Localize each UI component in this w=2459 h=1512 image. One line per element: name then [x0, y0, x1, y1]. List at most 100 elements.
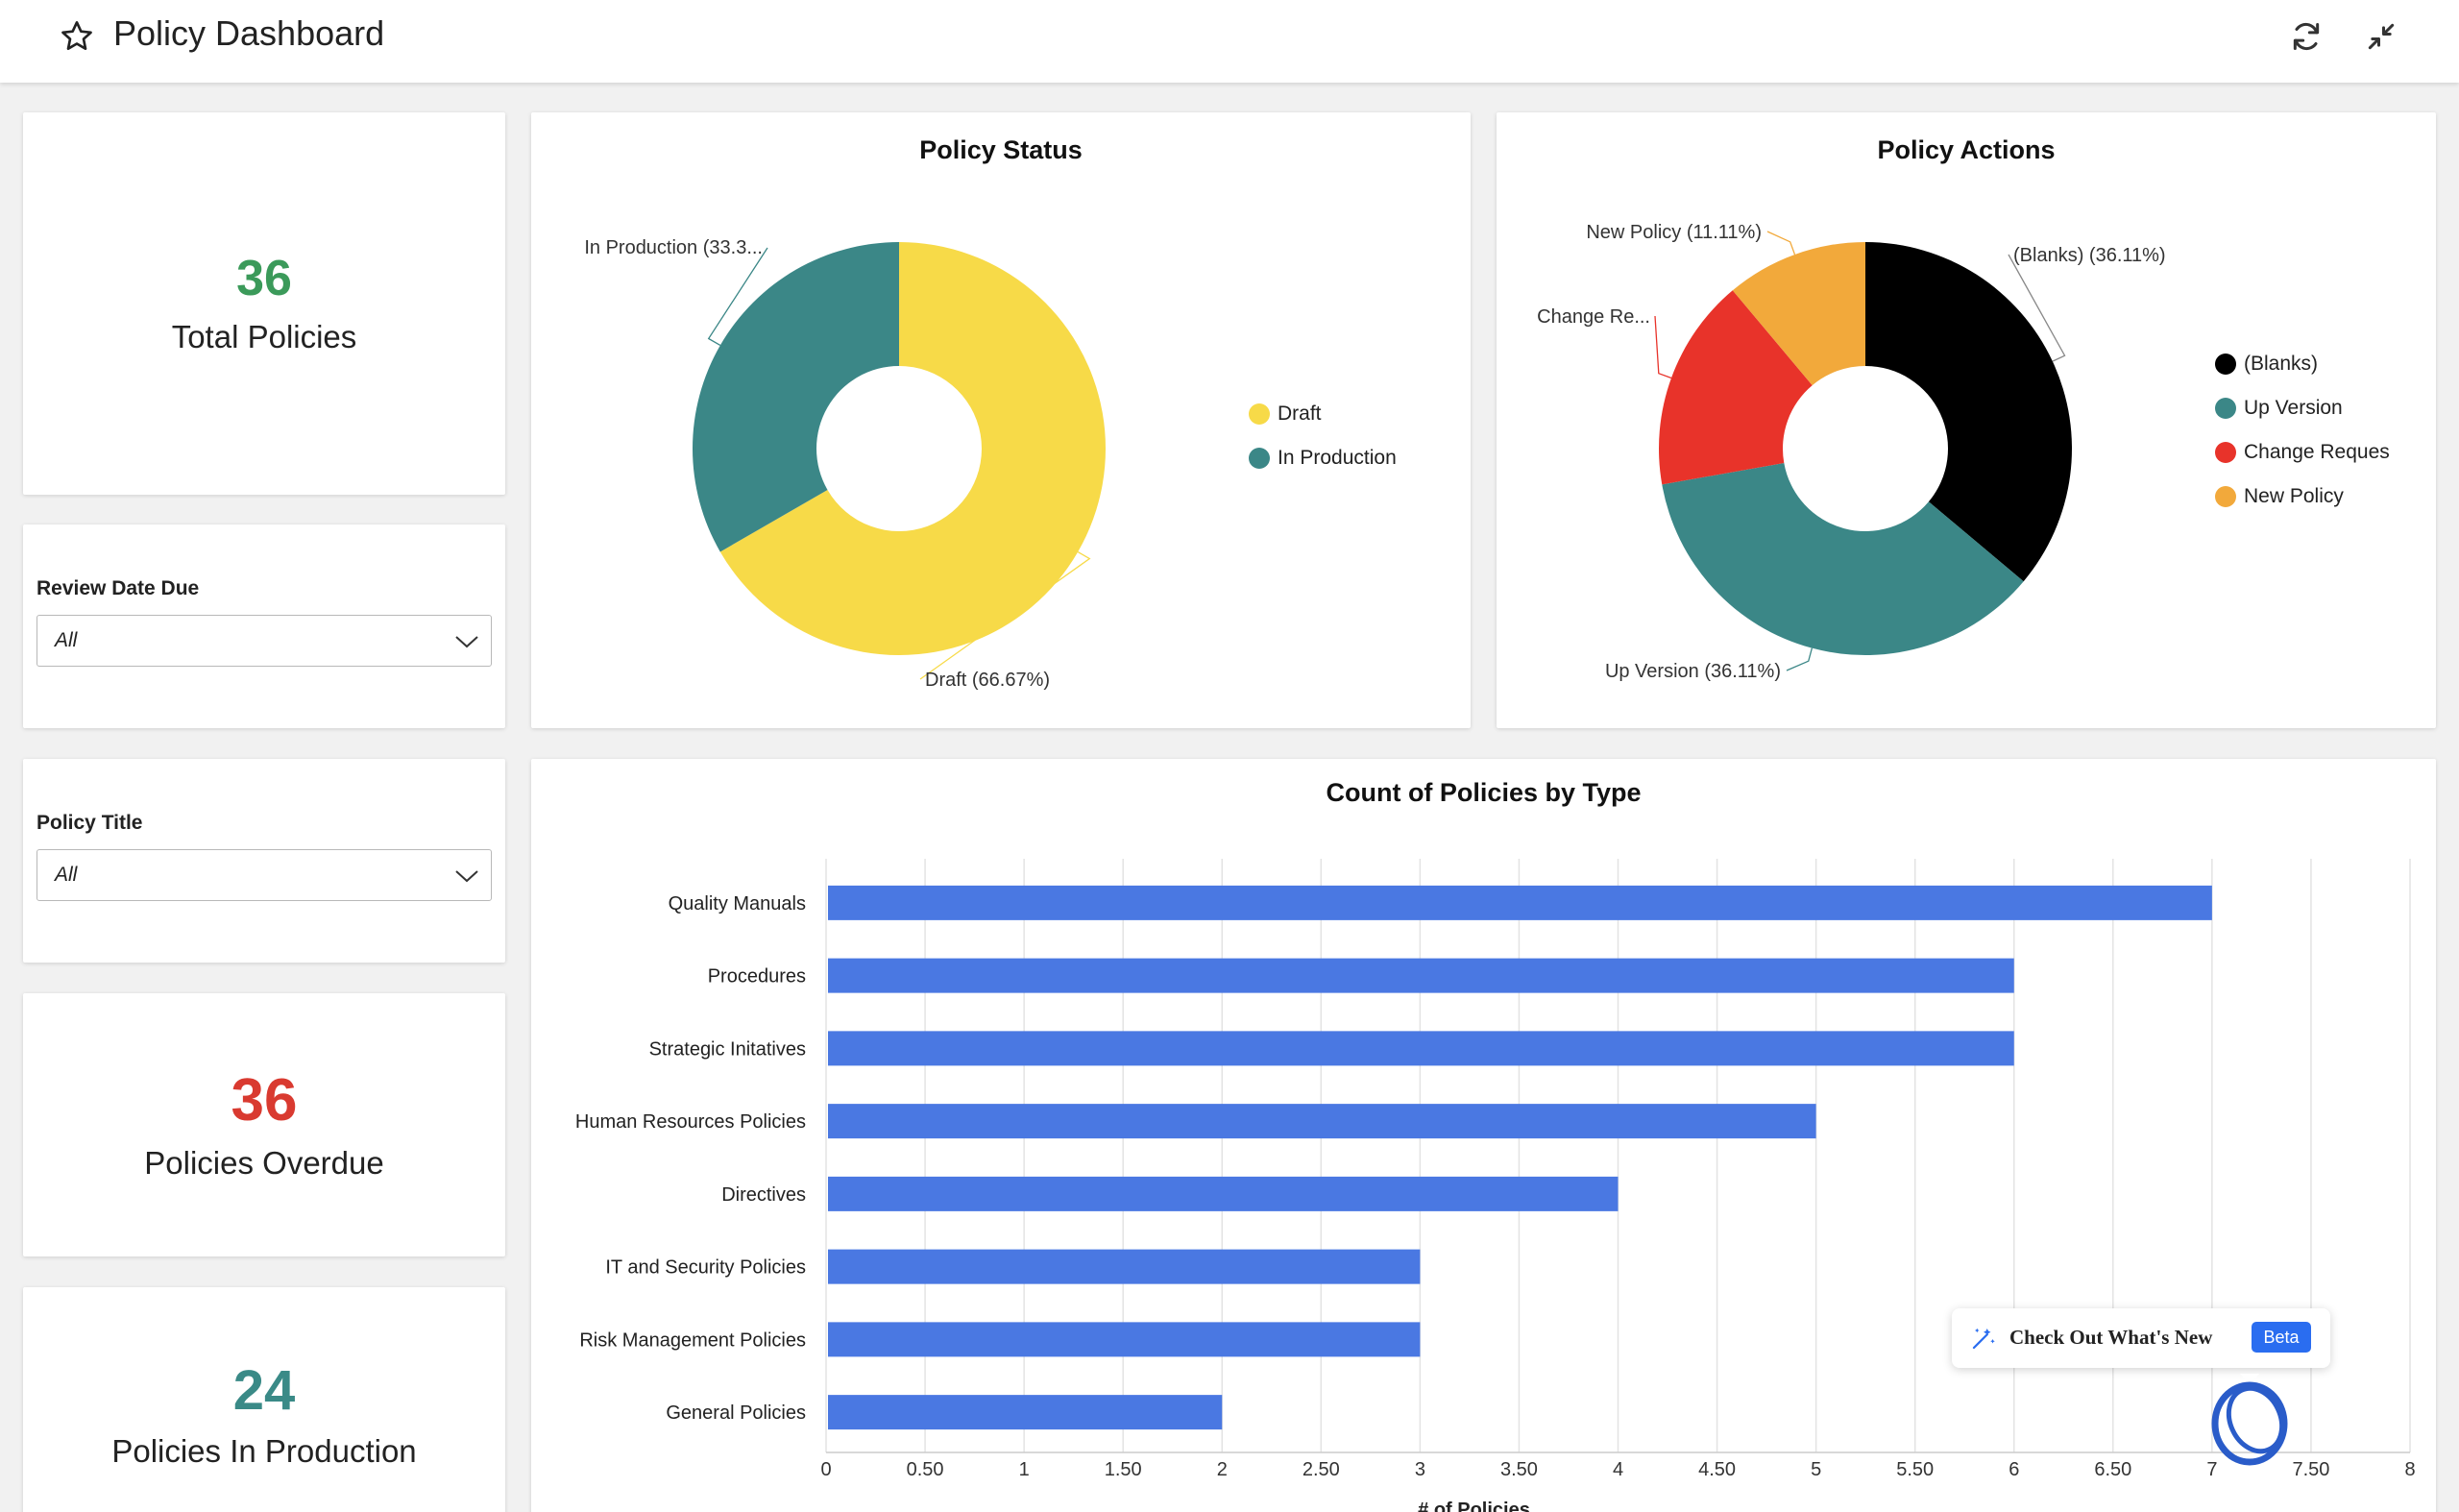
legend-item-change-request[interactable]: Change Reques [2215, 441, 2390, 464]
x-tick-label: 3.50 [1500, 1459, 1538, 1480]
slice-up-version[interactable] [1662, 462, 2024, 656]
x-tick-label: 7.50 [2292, 1459, 2329, 1480]
leader-line [2008, 254, 2066, 362]
policy-actions-title: Policy Actions [1877, 135, 2056, 164]
x-tick-label: 1.50 [1105, 1459, 1142, 1480]
leader-line [1654, 315, 1672, 379]
policies-by-type-card: Count of Policies by Type 0 0.50 1 1.50 2 2.5… [531, 759, 2436, 1512]
legend-item-in-production[interactable]: In Production [1249, 447, 1397, 470]
legend-label: Change Reques [2244, 441, 2390, 463]
legend-dot [1249, 448, 1270, 469]
policy-title-filter-card: Policy Title All [23, 759, 505, 963]
page-title: Policy Dashboard [113, 13, 385, 53]
policy-title-label: Policy Title [37, 812, 143, 834]
whats-new-popup[interactable]: Check Out What's New Beta [1952, 1308, 2330, 1368]
refresh-icon[interactable] [2287, 17, 2325, 56]
assistant-launcher-icon[interactable] [2203, 1368, 2296, 1474]
review-date-value: All [55, 629, 78, 651]
callout-new-policy: New Policy (11.11%) [1586, 222, 1762, 243]
leader-line [919, 550, 1091, 680]
legend-dot [1249, 403, 1270, 425]
policies-in-production-value: 24 [232, 1359, 296, 1422]
bar[interactable] [828, 1322, 1421, 1357]
legend-item-up-version[interactable]: Up Version [2215, 397, 2343, 420]
policies-in-production-label: Policies In Production [111, 1432, 417, 1469]
callout-draft: Draft (66.67%) [925, 670, 1050, 691]
legend-item-blanks[interactable]: (Blanks) [2215, 353, 2318, 376]
collapse-icon[interactable] [2362, 17, 2400, 56]
leader-line [1786, 647, 1814, 671]
legend-label: Up Version [2244, 397, 2343, 419]
y-tick-label: Quality Manuals [669, 893, 806, 915]
bar[interactable] [828, 1031, 2014, 1066]
policy-status-title: Policy Status [919, 135, 1083, 164]
x-tick-label: 6 [2009, 1459, 2019, 1480]
total-policies-value: 36 [236, 251, 292, 307]
chevron-down-icon [455, 870, 478, 883]
policies-overdue-label: Policies Overdue [144, 1145, 384, 1182]
chevron-down-icon [455, 636, 478, 648]
x-tick-label: 2 [1217, 1459, 1228, 1480]
x-tick-label: 2.50 [1303, 1459, 1340, 1480]
review-date-label: Review Date Due [37, 577, 200, 599]
x-tick-label: 5.50 [1896, 1459, 1934, 1480]
legend-dot [2215, 398, 2236, 419]
policies-overdue-card: 36 Policies Overdue [23, 993, 505, 1256]
bar[interactable] [828, 1176, 1619, 1211]
policies-by-type-chart: 0 0.50 1 1.50 2 2.50 3 3.50 4 4.50 5 5.50 6 6.50 7 7.50… [575, 859, 2416, 1512]
legend-dot [2215, 486, 2236, 507]
callout-up-version: Up Version (36.11%) [1605, 661, 1781, 682]
x-tick-label: 6.50 [2094, 1459, 2131, 1480]
slice-new-policy[interactable] [1732, 242, 1865, 386]
policy-title-select[interactable]: All [37, 849, 492, 901]
x-tick-label: 1 [1019, 1459, 1030, 1480]
bar[interactable] [828, 1249, 1421, 1284]
whats-new-text: Check Out What's New [2009, 1326, 2213, 1349]
slice-draft[interactable] [719, 242, 1106, 656]
legend-label: Draft [1278, 402, 1322, 425]
policy-actions-card: Policy Actions (Blanks) (36.11%) New Pol… [1497, 112, 2436, 728]
policy-actions-chart: (Blanks) (36.11%) New Policy (11.11%) Ch… [1537, 222, 2166, 682]
y-tick-label: Strategic Initatives [649, 1038, 806, 1060]
policy-actions-legend: (Blanks) Up Version Change Reques New Po… [2215, 353, 2415, 545]
legend-label: New Policy [2244, 485, 2344, 507]
legend-item-new-policy[interactable]: New Policy [2215, 485, 2344, 508]
total-policies-label: Total Policies [171, 318, 357, 354]
legend-dot [2215, 354, 2236, 375]
slice-change-request[interactable] [1659, 290, 1813, 485]
bar[interactable] [828, 958, 2014, 993]
x-tick-label: 4.50 [1698, 1459, 1736, 1480]
y-tick-label: IT and Security Policies [605, 1257, 806, 1279]
policy-status-chart: In Production (33.3... Draft (66.67%) [584, 237, 1106, 691]
legend-label: (Blanks) [2244, 353, 2319, 375]
callout-change-request: Change Re... [1537, 306, 1650, 328]
x-tick-label: 0.50 [907, 1459, 944, 1480]
total-policies-card: 36 Total Policies [23, 112, 505, 495]
x-tick-label: 7 [2206, 1459, 2217, 1480]
bar[interactable] [828, 1395, 1223, 1430]
y-tick-label: Risk Management Policies [579, 1329, 806, 1351]
magic-wand-icon [1972, 1328, 1995, 1350]
star-icon[interactable] [58, 17, 96, 56]
y-tick-label: Human Resources Policies [575, 1111, 806, 1133]
x-tick-label: 5 [1811, 1459, 1821, 1480]
policies-in-production-card: 24 Policies In Production [23, 1287, 505, 1512]
beta-badge: Beta [2252, 1322, 2311, 1353]
x-axis-label: # of Policies [1418, 1500, 1530, 1512]
review-date-select[interactable]: All [37, 615, 492, 667]
slice-in-production[interactable] [693, 242, 899, 552]
callout-blanks: (Blanks) (36.11%) [2013, 245, 2166, 266]
policies-by-type-title: Count of Policies by Type [1326, 778, 1642, 807]
policy-title-value: All [55, 864, 78, 886]
x-tick-label: 0 [820, 1459, 831, 1480]
y-tick-label: General Policies [666, 1402, 806, 1424]
slice-blanks[interactable] [1865, 242, 2072, 582]
y-tick-label: Directives [721, 1184, 806, 1206]
bar[interactable] [828, 885, 2212, 920]
legend-label: In Production [1278, 447, 1397, 469]
policy-status-card: Policy Status In Production (33.3... Dra… [531, 112, 1471, 728]
callout-in-production: In Production (33.3... [584, 237, 763, 258]
legend-item-draft[interactable]: Draft [1249, 402, 1322, 426]
bar[interactable] [828, 1104, 1816, 1139]
leader-line [1766, 231, 1796, 256]
